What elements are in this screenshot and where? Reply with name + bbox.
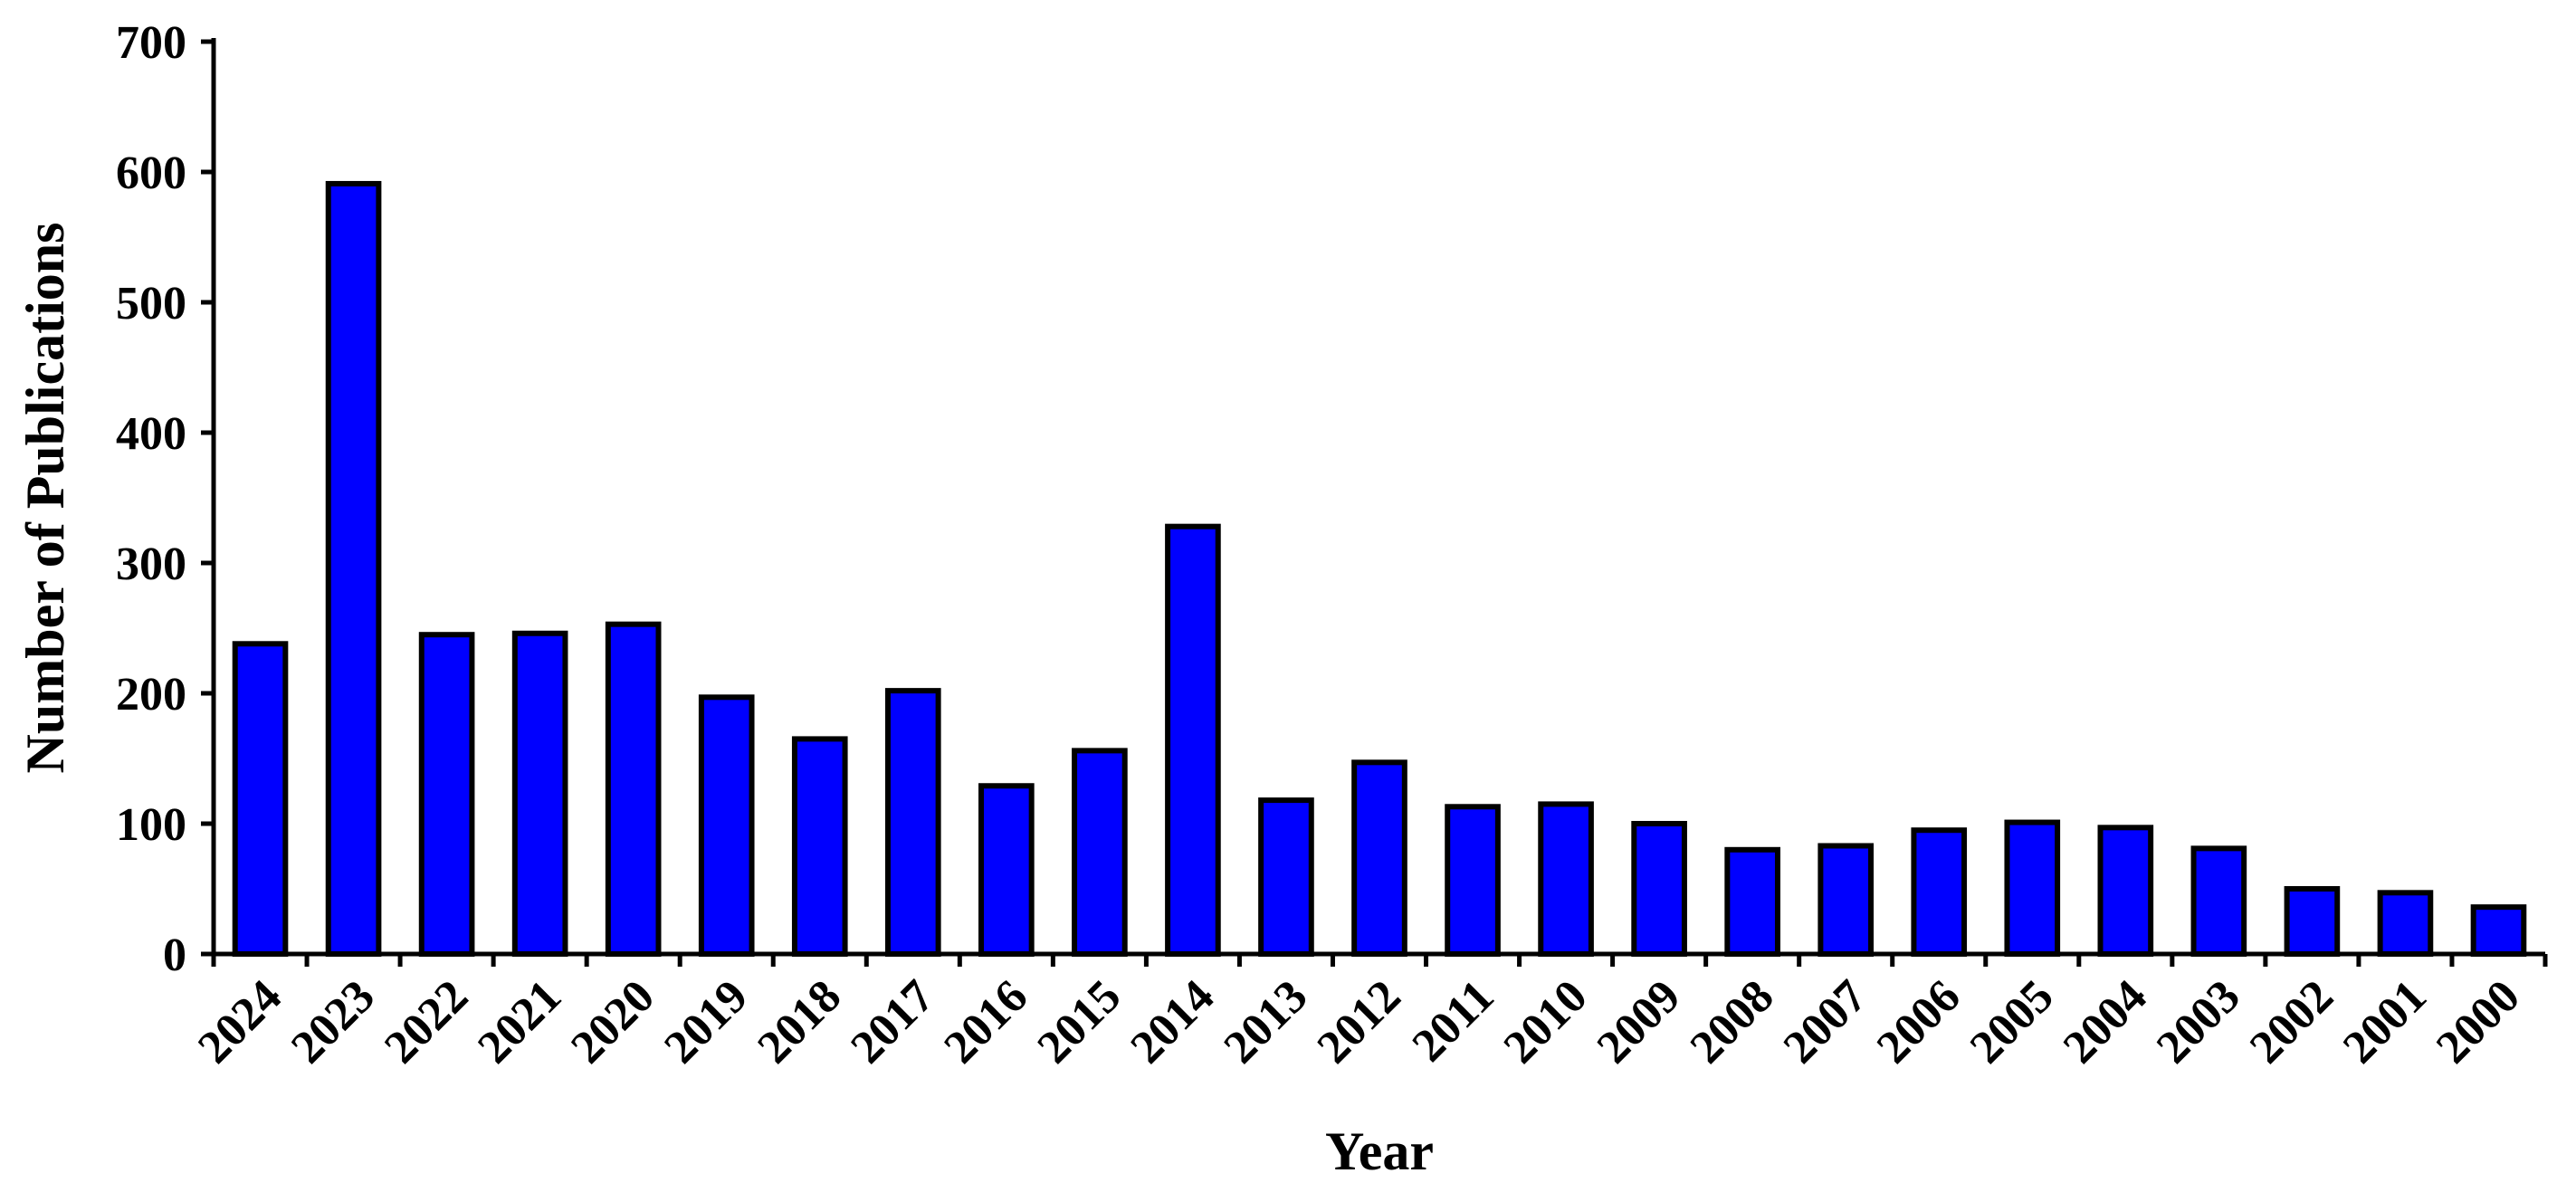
bar-2016 [978,783,1035,957]
x-tick-label-2021: 2021 [468,970,571,1073]
bar-2024 [232,641,289,958]
bar-2022 [418,632,475,957]
x-tick-label-2008: 2008 [1681,970,1784,1073]
y-tick-label: 600 [116,148,186,199]
bar-2000 [2470,904,2527,957]
x-tick-label-2005: 2005 [1961,970,2064,1073]
x-tick-label-2013: 2013 [1215,970,1318,1073]
x-tick-label-2000: 2000 [2427,970,2530,1073]
x-tick-label-2016: 2016 [934,970,1037,1073]
bar-2004 [2097,825,2154,957]
bar-2017 [884,688,941,957]
y-axis-title: Number of Publications [15,223,75,774]
x-axis-title: Year [1325,1121,1434,1181]
x-tick-label-2011: 2011 [1403,970,1504,1072]
y-tick-label: 0 [163,930,186,981]
bar-2023 [325,180,382,957]
x-ticks-group: 2024202320222021202020192018201720162015… [188,954,2548,1073]
x-tick-label-2010: 2010 [1494,970,1598,1073]
bar-2001 [2377,890,2434,958]
bar-2014 [1165,523,1221,957]
bar-2018 [791,736,848,958]
y-tick-label: 300 [116,539,186,590]
x-tick-label-2004: 2004 [2054,970,2157,1073]
x-tick-label-2022: 2022 [375,970,478,1073]
bar-2002 [2284,886,2341,957]
x-tick-label-2006: 2006 [1867,970,1970,1073]
y-ticks-group: 0 100 200 300 400 500 600 700 [116,17,214,981]
y-tick-label: 400 [116,408,186,460]
x-tick-label-2001: 2001 [2333,970,2437,1073]
x-tick-label-2020: 2020 [561,970,664,1073]
x-tick-label-2009: 2009 [1588,970,1691,1073]
y-tick-label: 700 [116,17,186,69]
bar-2019 [698,694,755,957]
y-tick-label: 500 [116,278,186,329]
x-tick-label-2012: 2012 [1308,970,1411,1073]
bar-2013 [1258,797,1314,958]
bars-group [232,180,2527,958]
bar-2008 [1724,846,1780,957]
bar-2009 [1631,821,1687,957]
bar-2005 [2004,819,2061,957]
bar-2007 [1818,843,1875,957]
x-tick-label-2019: 2019 [654,970,758,1073]
bar-2012 [1351,759,1407,957]
y-tick-label: 100 [116,799,186,851]
x-tick-label-2007: 2007 [1774,970,1877,1073]
x-tick-label-2017: 2017 [841,970,944,1073]
x-tick-label-2023: 2023 [281,970,385,1073]
bar-2010 [1538,801,1594,958]
bar-2015 [1072,748,1128,957]
axes-group [211,38,2545,957]
x-tick-label-2015: 2015 [1028,970,1131,1073]
bar-2021 [511,630,568,957]
bar-2003 [2190,845,2247,957]
bar-2020 [605,621,662,957]
x-tick-label-2002: 2002 [2240,970,2343,1073]
bar-2011 [1445,804,1501,958]
bar-2006 [1911,827,1968,958]
x-tick-label-2018: 2018 [748,970,851,1073]
x-tick-label-2014: 2014 [1121,970,1225,1073]
x-tick-label-2024: 2024 [188,970,291,1073]
x-tick-label-2003: 2003 [2147,970,2250,1073]
y-tick-label: 200 [116,669,186,720]
